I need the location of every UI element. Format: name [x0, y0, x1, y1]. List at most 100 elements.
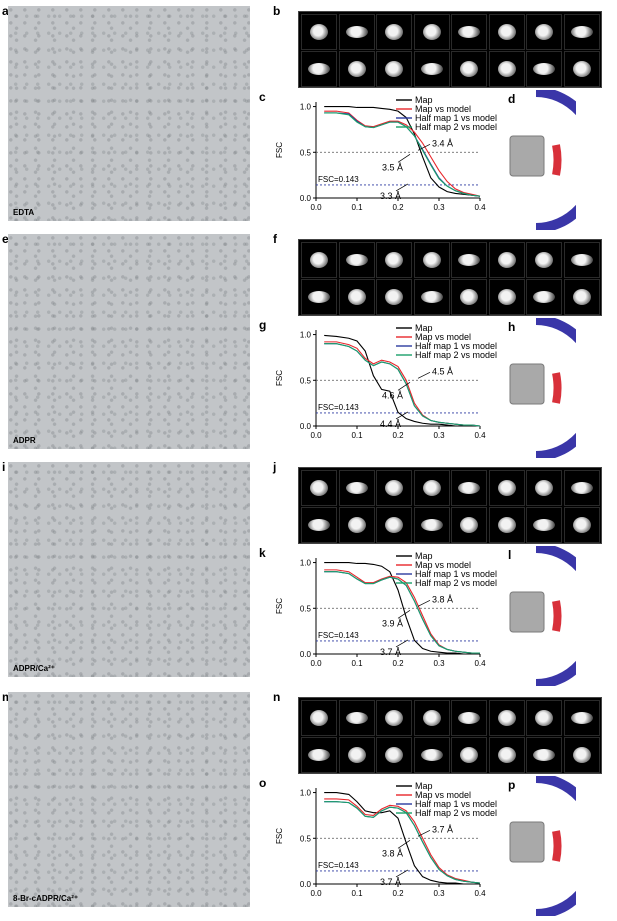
class-average [376, 279, 412, 315]
particle-density [497, 24, 516, 40]
y-tick-label: 0.0 [300, 880, 312, 889]
y-tick-label: 0.0 [300, 194, 312, 203]
class-averages-grid [298, 239, 602, 316]
y-tick-label: 1.0 [300, 103, 312, 112]
class-average [488, 700, 525, 736]
particle-density [385, 61, 403, 77]
angular-distribution-svg [509, 773, 603, 919]
particle-density [308, 519, 330, 531]
panel-letter: m [2, 690, 13, 704]
resolution-label: 3.7 Å [380, 877, 401, 887]
particle-density [572, 747, 591, 763]
threshold-label: FSC=0.143 [318, 175, 359, 184]
particle-density [310, 480, 328, 496]
x-tick-label: 0.3 [433, 889, 445, 898]
particle-density [308, 291, 330, 303]
legend-label: Half map 2 vs model [415, 122, 497, 132]
fsc-series-line [324, 571, 480, 654]
y-axis-label: FSC [275, 598, 284, 614]
y-tick-label: 0.5 [300, 604, 312, 613]
particle-density [345, 482, 368, 494]
x-tick-label: 0.1 [351, 203, 363, 212]
class-average [563, 507, 600, 543]
class-averages-grid [298, 11, 602, 88]
resolution-label: 4.5 Å [432, 366, 453, 376]
micrograph-image: ADPR [8, 234, 250, 449]
particle-density [460, 289, 478, 305]
particle-density [310, 252, 328, 268]
x-tick-label: 0.0 [310, 431, 322, 440]
condition-label: 8-Br-cADPR/Ca²⁺ [13, 894, 79, 903]
angular-distribution-peak [552, 372, 562, 404]
class-average [301, 507, 337, 543]
x-tick-label: 0.0 [310, 659, 322, 668]
class-average [451, 507, 487, 543]
particle-density [347, 517, 366, 533]
legend-label: Half map 1 vs model [415, 569, 497, 579]
panel-letter: b [273, 4, 281, 18]
density-map-icon [509, 363, 545, 405]
legend-label: Map [415, 551, 433, 561]
resolution-label: 3.8 Å [382, 848, 403, 858]
fsc-series-line [324, 562, 480, 655]
panel-letter: p [508, 778, 516, 792]
annotation-arrow [417, 829, 431, 837]
class-average [526, 507, 562, 543]
particle-density [422, 710, 441, 726]
legend-label: Half map 1 vs model [415, 113, 497, 123]
annotation-arrow [397, 153, 411, 163]
angular-distribution-svg [509, 87, 603, 233]
annotation-arrow [417, 371, 431, 379]
fsc-series-line [324, 798, 481, 884]
x-tick-label: 0.2 [392, 659, 404, 668]
y-tick-label: 1.0 [300, 789, 312, 798]
particle-density [460, 747, 478, 763]
legend-label: Map vs model [415, 790, 471, 800]
class-average [413, 14, 450, 50]
class-average [413, 279, 450, 315]
particle-density [497, 252, 516, 268]
class-average [376, 242, 412, 278]
class-average [376, 51, 412, 87]
panel-letter: e [2, 232, 9, 246]
class-average [376, 470, 412, 506]
class-average [488, 470, 525, 506]
particle-density [533, 519, 555, 531]
angular-distribution-peak [552, 144, 562, 176]
fsc-chart-svg: 0.0 0.1 0.2 0.3 0.4 0.0 0.5 1.0 FSC FSC=0.143 MapM… [275, 781, 497, 898]
angular-distribution-peak [552, 830, 562, 862]
density-map-icon [509, 591, 545, 633]
micrograph-texture [8, 6, 250, 221]
legend-label: Map [415, 323, 433, 333]
particle-density [385, 24, 403, 40]
class-average [301, 470, 337, 506]
particle-density [310, 24, 328, 40]
class-average [301, 14, 337, 50]
particle-density [458, 254, 480, 266]
particle-density [385, 710, 403, 726]
particle-density [420, 749, 443, 761]
fsc-plot: 0.0 0.1 0.2 0.3 0.4 0.0 0.5 1.0 FSC FSC=0.143 Map M… [268, 322, 498, 442]
y-tick-label: 0.0 [300, 650, 312, 659]
panel-letter: a [2, 4, 9, 18]
class-average [376, 700, 412, 736]
annotation-arrow [395, 869, 409, 878]
condition-label: ADPR [13, 436, 36, 445]
x-tick-label: 0.0 [310, 203, 322, 212]
y-axis-label: FSC [275, 142, 284, 158]
legend-label: Half map 2 vs model [415, 578, 497, 588]
class-average [451, 700, 487, 736]
class-average [563, 279, 600, 315]
class-average [338, 507, 375, 543]
particle-density [570, 482, 593, 494]
resolution-label: 3.4 Å [432, 138, 453, 148]
annotation-arrow [397, 381, 411, 391]
class-average [413, 470, 450, 506]
particle-density [533, 63, 555, 75]
class-average [338, 700, 375, 736]
particle-density [570, 712, 593, 724]
particle-density [570, 254, 593, 266]
particle-density [572, 61, 591, 77]
resolution-label: 4.4 Å [380, 419, 401, 429]
threshold-label: FSC=0.143 [318, 403, 359, 412]
